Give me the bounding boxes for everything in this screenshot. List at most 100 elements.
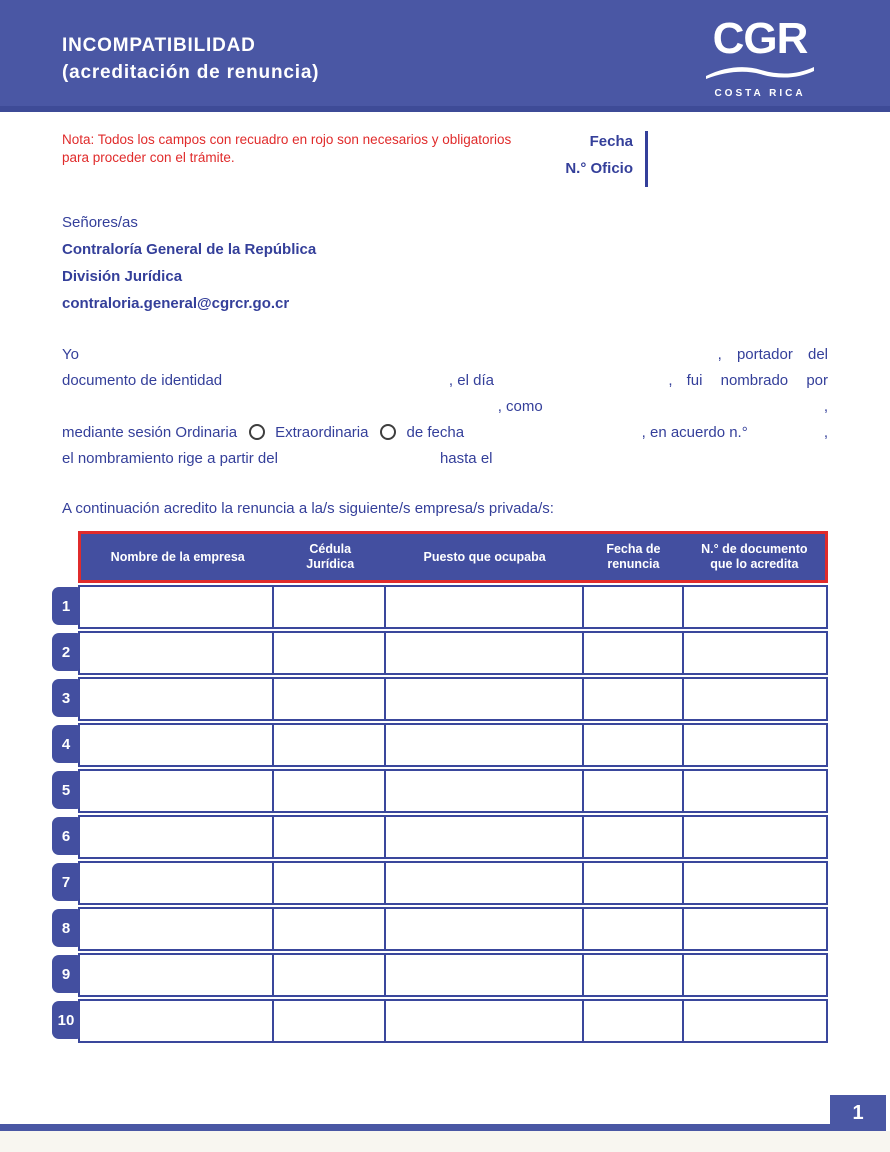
cell-documento-5[interactable] bbox=[684, 771, 826, 811]
cell-fecha-4[interactable] bbox=[584, 725, 685, 765]
start-date-field[interactable] bbox=[278, 449, 440, 467]
end-date-field[interactable] bbox=[493, 449, 829, 467]
cell-cedula-2[interactable] bbox=[274, 633, 386, 673]
cell-fecha-9[interactable] bbox=[584, 955, 685, 995]
cell-empresa-9[interactable] bbox=[80, 955, 274, 995]
appointment-date-field[interactable] bbox=[494, 371, 668, 389]
cell-puesto-9[interactable] bbox=[386, 955, 584, 995]
cell-cedula-4[interactable] bbox=[274, 725, 386, 765]
cell-puesto-7[interactable] bbox=[386, 863, 584, 903]
cell-cedula-3[interactable] bbox=[274, 679, 386, 719]
statement-text-defecha: de fecha bbox=[406, 423, 465, 441]
cell-cedula-6[interactable] bbox=[274, 817, 386, 857]
cell-documento-10[interactable] bbox=[684, 1001, 826, 1041]
page-bottom-margin bbox=[0, 1131, 890, 1152]
cell-empresa-7[interactable] bbox=[80, 863, 274, 903]
cell-fecha-6[interactable] bbox=[584, 817, 685, 857]
row-number-badge: 9 bbox=[52, 955, 80, 993]
cell-fecha-1[interactable] bbox=[584, 587, 685, 627]
cell-puesto-5[interactable] bbox=[386, 771, 584, 811]
recipient-email[interactable]: contraloria.general@cgrcr.go.cr bbox=[62, 295, 290, 312]
recipient-division: División Jurídica bbox=[62, 268, 183, 285]
row-number-badge: 4 bbox=[52, 725, 80, 763]
cell-cedula-7[interactable] bbox=[274, 863, 386, 903]
table-row: 10 bbox=[52, 999, 828, 1043]
recipient-block: Señores/as Contraloría General de la Rep… bbox=[62, 209, 316, 317]
table-row: 7 bbox=[52, 861, 828, 905]
cgr-logo-country: COSTA RICA bbox=[714, 88, 806, 99]
statement-comma-2: , bbox=[823, 397, 828, 415]
row-number-badge: 2 bbox=[52, 633, 80, 671]
statement-line-4: mediante sesión Ordinaria Extraordinaria… bbox=[62, 419, 828, 445]
cell-empresa-5[interactable] bbox=[80, 771, 274, 811]
recipient-org: Contraloría General de la República bbox=[62, 241, 317, 258]
statement-paragraph: Yo , portador del documento de identidad… bbox=[62, 341, 828, 471]
cell-cedula-1[interactable] bbox=[274, 587, 386, 627]
cell-puesto-4[interactable] bbox=[386, 725, 584, 765]
cell-empresa-1[interactable] bbox=[80, 587, 274, 627]
statement-comma-1: , bbox=[668, 371, 673, 389]
cell-puesto-8[interactable] bbox=[386, 909, 584, 949]
statement-text-como: , como bbox=[497, 397, 543, 415]
cell-documento-6[interactable] bbox=[684, 817, 826, 857]
row-number-badge: 3 bbox=[52, 679, 80, 717]
cell-fecha-7[interactable] bbox=[584, 863, 685, 903]
cell-fecha-5[interactable] bbox=[584, 771, 685, 811]
appointing-entity-field[interactable] bbox=[62, 397, 498, 415]
row-number-badge: 6 bbox=[52, 817, 80, 855]
cell-fecha-10[interactable] bbox=[584, 1001, 685, 1041]
cgr-logo: CGR COSTA RICA bbox=[700, 16, 820, 99]
table-header-row: Nombre de la empresa Cédula Jurídica Pue… bbox=[78, 531, 828, 583]
cell-empresa-6[interactable] bbox=[80, 817, 274, 857]
cell-fecha-3[interactable] bbox=[584, 679, 685, 719]
cell-fecha-2[interactable] bbox=[584, 633, 685, 673]
page-title-line1: INCOMPATIBILIDAD bbox=[62, 35, 256, 56]
column-header-fecha-renuncia: Fecha de renuncia bbox=[606, 542, 661, 571]
identity-number-field[interactable] bbox=[222, 371, 449, 389]
cell-documento-2[interactable] bbox=[684, 633, 826, 673]
position-field[interactable] bbox=[543, 397, 824, 415]
page-title: INCOMPATIBILIDAD (acreditación de renunc… bbox=[62, 32, 319, 86]
cell-empresa-8[interactable] bbox=[80, 909, 274, 949]
extraordinaria-radio[interactable] bbox=[380, 424, 397, 440]
cell-puesto-1[interactable] bbox=[386, 587, 584, 627]
cell-puesto-6[interactable] bbox=[386, 817, 584, 857]
cell-puesto-2[interactable] bbox=[386, 633, 584, 673]
cell-cedula-5[interactable] bbox=[274, 771, 386, 811]
cell-empresa-10[interactable] bbox=[80, 1001, 274, 1041]
row-number-badge: 8 bbox=[52, 909, 80, 947]
statement-line-3: , como , bbox=[62, 393, 828, 419]
column-header-empresa: Nombre de la empresa bbox=[110, 549, 245, 564]
cell-empresa-4[interactable] bbox=[80, 725, 274, 765]
cell-documento-3[interactable] bbox=[684, 679, 826, 719]
ordinaria-radio[interactable] bbox=[249, 424, 266, 440]
cell-empresa-3[interactable] bbox=[80, 679, 274, 719]
cell-empresa-2[interactable] bbox=[80, 633, 274, 673]
cell-fecha-8[interactable] bbox=[584, 909, 685, 949]
resignations-table: Nombre de la empresa Cédula Jurídica Pue… bbox=[52, 531, 828, 1043]
table-row: 8 bbox=[52, 907, 828, 951]
cell-puesto-10[interactable] bbox=[386, 1001, 584, 1041]
statement-comma-3: , bbox=[823, 423, 828, 441]
full-name-field[interactable] bbox=[79, 345, 718, 363]
cell-documento-8[interactable] bbox=[684, 909, 826, 949]
agreement-number-field[interactable] bbox=[748, 423, 824, 441]
statement-text-nombrado: fui nombrado por bbox=[686, 371, 828, 389]
oficio-value-field[interactable] bbox=[648, 159, 848, 187]
fecha-value-field[interactable] bbox=[648, 131, 848, 159]
statement-line-5: el nombramiento rige a partir del hasta … bbox=[62, 445, 828, 471]
session-date-field[interactable] bbox=[464, 423, 642, 441]
wave-icon bbox=[706, 64, 814, 84]
column-header-puesto: Puesto que ocupaba bbox=[423, 549, 546, 564]
cell-documento-9[interactable] bbox=[684, 955, 826, 995]
cell-cedula-9[interactable] bbox=[274, 955, 386, 995]
table-intro-text: A continuación acredito la renuncia a la… bbox=[62, 500, 554, 517]
cell-documento-4[interactable] bbox=[684, 725, 826, 765]
statement-text-acuerdo: , en acuerdo n.° bbox=[641, 423, 748, 441]
cell-documento-1[interactable] bbox=[684, 587, 826, 627]
cell-puesto-3[interactable] bbox=[386, 679, 584, 719]
cell-documento-7[interactable] bbox=[684, 863, 826, 903]
cell-cedula-8[interactable] bbox=[274, 909, 386, 949]
cell-cedula-10[interactable] bbox=[274, 1001, 386, 1041]
